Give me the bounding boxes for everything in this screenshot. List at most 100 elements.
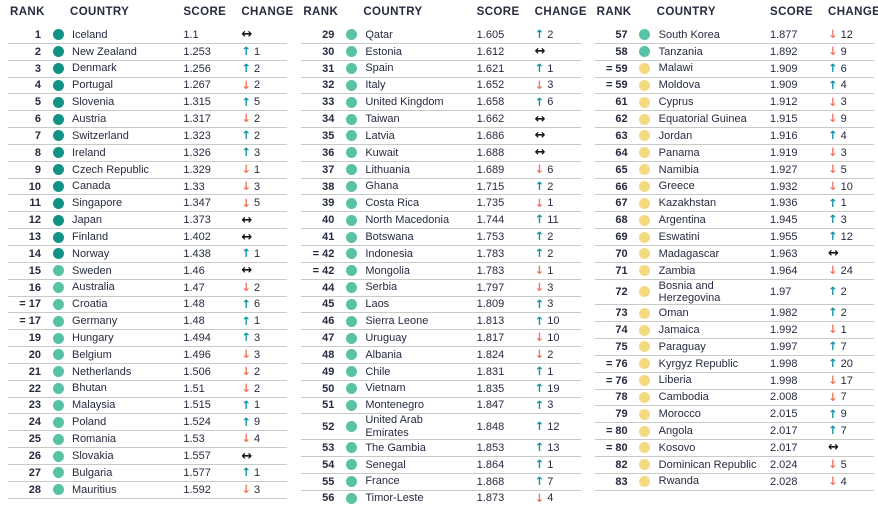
up-arrow-icon: ↑ [828, 212, 838, 227]
change-value: 1 [840, 197, 847, 210]
country-name: Angola [658, 424, 693, 437]
change-cell: ↑ 2 [529, 248, 581, 260]
country-name: Namibia [658, 163, 700, 176]
country-name: Costa Rica [365, 197, 420, 210]
country-name: Oman [658, 307, 689, 320]
peace-tier-very_high-dot-icon [52, 197, 64, 209]
score-value: 1.662 [476, 113, 505, 126]
change-value: 9 [840, 113, 847, 126]
tier-dot-cell [633, 408, 657, 420]
column-header-change: CHANGE [534, 6, 587, 18]
rank-value: 53 [322, 441, 335, 454]
up-arrow-icon: ↑ [241, 128, 251, 143]
country-name: New Zealand [72, 45, 137, 58]
peace-tier-medium-dot-icon [639, 231, 651, 243]
change-value: 2 [547, 231, 554, 244]
rank-value: 56 [322, 492, 335, 505]
peace-tier-very_high-dot-icon [52, 79, 64, 91]
change-value: 5 [253, 197, 261, 210]
down-arrow-icon: ↓ [828, 372, 838, 387]
no-change-arrow-icon: ↔ [241, 27, 253, 43]
rank-value: 55 [322, 475, 335, 488]
change-value: 2 [253, 79, 261, 92]
table-row: 50 Vietnam 1.835 ↑ 19 [301, 381, 581, 398]
country-name: Liberia [658, 374, 692, 387]
country-name: Germany [72, 315, 118, 328]
country-name: Morocco [658, 408, 701, 421]
peace-tier-medium-dot-icon [639, 341, 651, 353]
score-value: 1.689 [476, 163, 505, 176]
column-header-score: SCORE [183, 6, 227, 18]
peace-tier-high-dot-icon [52, 399, 64, 411]
tier-dot-cell [46, 383, 70, 395]
down-arrow-icon: ↓ [241, 279, 251, 294]
country-name: Spain [365, 62, 394, 75]
down-arrow-icon: ↓ [828, 262, 838, 277]
tier-dot-cell [46, 181, 70, 193]
tier-dot-cell [633, 79, 657, 91]
country-name: Chile [365, 365, 391, 378]
down-arrow-icon: ↓ [828, 94, 838, 109]
rank-value: 66 [615, 180, 628, 193]
country-name: Botswana [365, 230, 414, 243]
tier-dot-cell [339, 63, 363, 75]
rank-value: 39 [322, 197, 335, 210]
no-change-arrow-icon: ↔ [828, 246, 839, 262]
change-value: 4 [547, 492, 554, 505]
table-row: 31 Spain 1.621 ↑ 1 [301, 61, 581, 78]
up-arrow-icon: ↑ [534, 364, 545, 379]
change-value: 3 [840, 96, 847, 109]
score-value: 1.936 [770, 197, 798, 210]
change-value: 5 [840, 163, 847, 176]
column-header-rank: RANK [303, 6, 339, 18]
rank-value: 8 [34, 146, 41, 159]
change-value: 1 [253, 466, 261, 479]
table-row: 32 Italy 1.652 ↓ 3 [301, 78, 581, 95]
up-arrow-icon: ↑ [534, 313, 545, 328]
up-arrow-icon: ↑ [241, 60, 251, 75]
country-name: Vietnam [365, 382, 406, 395]
rank-value: 3 [34, 62, 41, 75]
change-cell: ↓ 2 [529, 349, 581, 361]
change-cell: ↓ 12 [822, 29, 874, 41]
rank-value: 78 [615, 391, 628, 404]
column-header-change: CHANGE [828, 6, 878, 18]
change-cell: ↑ 12 [529, 420, 581, 432]
rank-value: 26 [28, 450, 41, 463]
table-row: = 59 Moldova 1.909 ↑ 4 [594, 78, 874, 95]
country-name: Poland [72, 416, 107, 429]
up-arrow-icon: ↑ [534, 397, 545, 412]
no-change-arrow-icon: ↔ [534, 44, 546, 60]
country-name: The Gambia [365, 441, 426, 454]
tier-dot-cell [339, 113, 363, 125]
rank-value: 54 [322, 458, 335, 471]
change-value: 1 [253, 45, 261, 58]
peace-tier-high-dot-icon [52, 383, 64, 395]
score-value: 2.015 [770, 408, 798, 421]
change-cell: ↑ 19 [529, 382, 581, 394]
rank-value: 11 [29, 197, 41, 210]
table-row: 7 Switzerland 1.323 ↑ 2 [8, 128, 288, 145]
peace-tier-medium-dot-icon [639, 197, 651, 209]
score-value: 2.028 [770, 475, 798, 488]
tier-dot-cell [46, 113, 70, 125]
rank-value: 4 [34, 79, 41, 92]
change-cell: ↑ 20 [822, 357, 874, 369]
peace-tier-high-dot-icon [345, 315, 357, 327]
rank-value: 25 [28, 433, 41, 446]
change-cell: ↑ 4 [822, 130, 874, 142]
down-arrow-icon: ↓ [534, 262, 545, 277]
table-row: 72 Bosnia and Herzegovina 1.97 ↑ 2 [594, 280, 874, 306]
change-cell: ↓ 9 [822, 113, 874, 125]
score-value: 2.017 [770, 441, 798, 454]
country-name: Portugal [72, 79, 113, 92]
rank-value: 7 [34, 129, 41, 142]
change-cell: ↓ 1 [822, 324, 874, 336]
table-row: 29 Qatar 1.605 ↑ 2 [301, 27, 581, 44]
rank-value: 57 [615, 28, 628, 41]
tier-dot-cell [46, 147, 70, 159]
table-row: 41 Botswana 1.753 ↑ 2 [301, 229, 581, 246]
tier-dot-cell [339, 366, 363, 378]
country-name: Mongolia [365, 264, 410, 277]
country-name: Hungary [72, 331, 114, 344]
